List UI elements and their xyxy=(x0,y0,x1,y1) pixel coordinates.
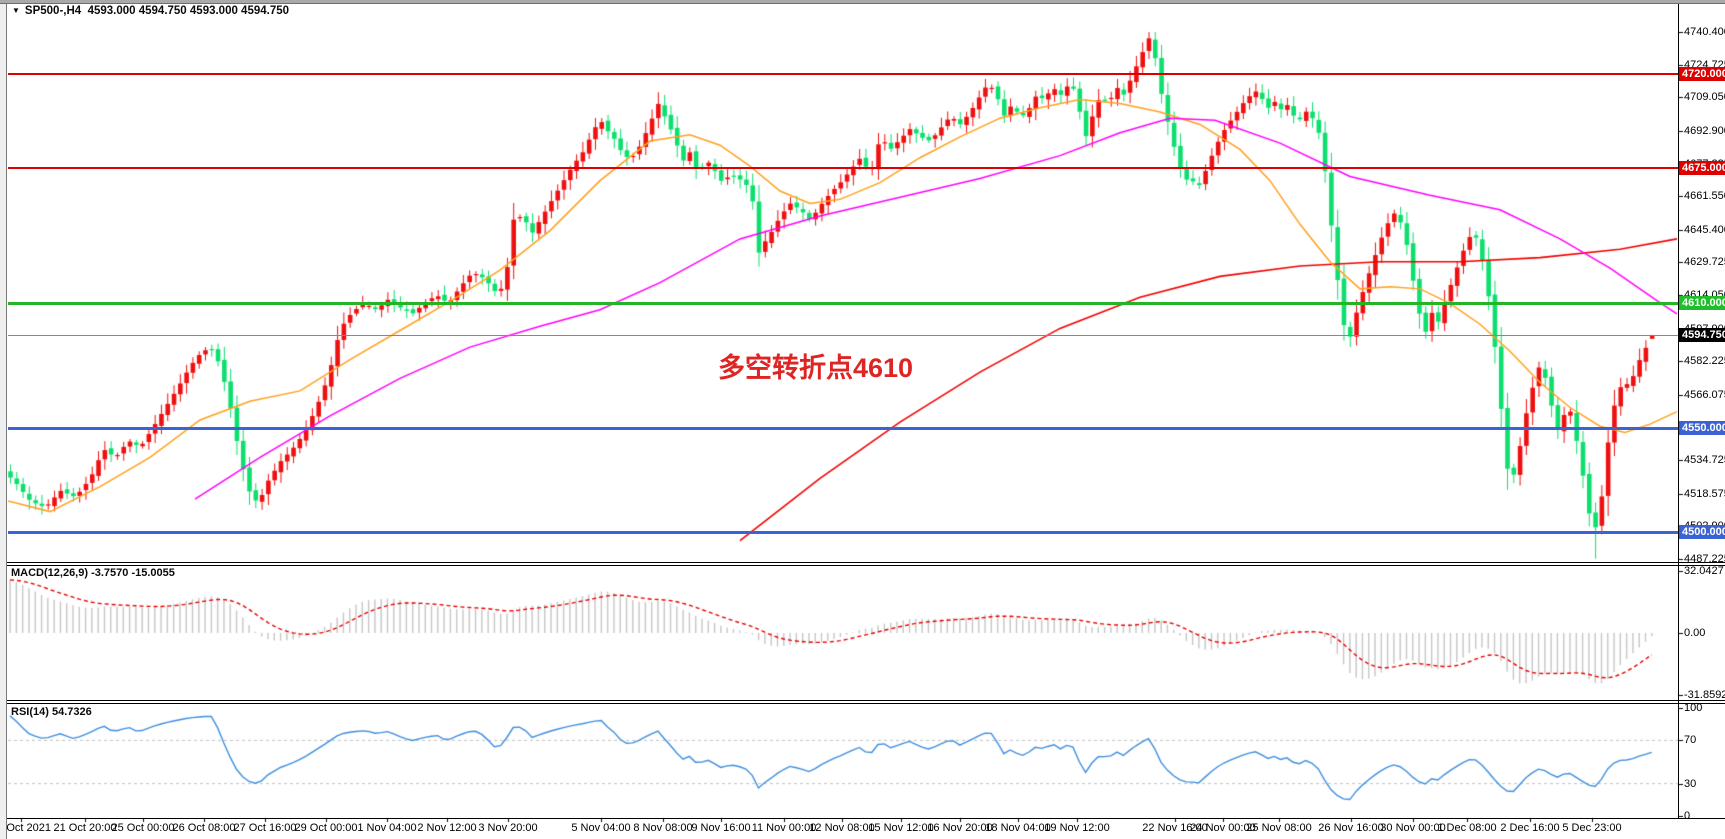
time-label: 8 Nov 08:00 xyxy=(633,822,693,834)
time-label: 15 Nov 12:00 xyxy=(868,822,934,834)
time-label: 2 Dec 16:00 xyxy=(1500,822,1560,834)
hline-current-price-line[interactable] xyxy=(8,334,1678,336)
macd-tick-label: 32.0427 xyxy=(1684,565,1724,577)
time-label: 16 Nov 20:00 xyxy=(927,822,993,834)
time-label: 12 Nov 08:00 xyxy=(809,822,875,834)
time-label: 24 Nov 00:00 xyxy=(1190,822,1256,834)
panel-separator-top2 xyxy=(0,565,1725,566)
time-label: 5 Nov 04:00 xyxy=(571,822,631,834)
time-label: 22 Nov 16:00 xyxy=(1142,822,1208,834)
time-label: 29 Oct 00:00 xyxy=(294,822,358,834)
panel-separator-top[interactable] xyxy=(0,562,1725,563)
price-badge-4720.000: 4720.000 xyxy=(1679,67,1725,82)
time-label: 26 Nov 16:00 xyxy=(1318,822,1384,834)
rsi-tick-label: 30 xyxy=(1684,777,1697,790)
time-label: 9 Nov 16:00 xyxy=(691,822,751,834)
macd-tick-label: -31.8592 xyxy=(1684,688,1725,701)
axis-border-line xyxy=(1678,4,1679,818)
time-label: 20 Oct 2021 xyxy=(0,822,51,834)
hline-resistance-4720[interactable] xyxy=(8,73,1678,76)
price-tick-label: 4692.900 xyxy=(1684,124,1725,137)
panel-separator-mid[interactable] xyxy=(0,700,1725,701)
price-badge-4500.000: 4500.000 xyxy=(1679,525,1725,540)
time-label: 1 Nov 04:00 xyxy=(357,822,417,834)
time-label: 1 Dec 08:00 xyxy=(1437,822,1497,834)
rsi-tick-label: 70 xyxy=(1684,734,1697,747)
chart-title: ▼ SP500-,H4 4593.000 4594.750 4593.000 45… xyxy=(12,5,289,17)
collapse-triangle-icon[interactable]: ▼ xyxy=(12,6,20,15)
price-badge-4675.000: 4675.000 xyxy=(1679,161,1725,176)
price-badge-4610.000: 4610.000 xyxy=(1679,296,1725,311)
price-tick-label: 4645.400 xyxy=(1684,223,1725,236)
rsi-indicator-label: RSI(14) 54.7326 xyxy=(11,706,92,718)
macd-indicator-label: MACD(12,26,9) -3.7570 -15.0055 xyxy=(11,567,175,579)
panel-separator-mid2 xyxy=(0,703,1725,704)
hline-pivot-4610[interactable] xyxy=(8,301,1678,305)
time-label: 27 Oct 16:00 xyxy=(233,822,297,834)
time-label: 25 Nov 08:00 xyxy=(1246,822,1312,834)
time-label: 19 Nov 12:00 xyxy=(1044,822,1110,834)
time-label: 11 Nov 00:00 xyxy=(751,822,817,834)
window-frame-left xyxy=(0,4,7,839)
time-label: 25 Oct 00:00 xyxy=(111,822,175,834)
price-tick-label: 4518.575 xyxy=(1684,487,1725,500)
price-badge-4594.750: 4594.750 xyxy=(1679,328,1725,343)
price-tick-label: 4582.225 xyxy=(1684,355,1725,368)
rsi-tick-label: 0 xyxy=(1684,810,1691,822)
price-tick-label: 4629.725 xyxy=(1684,256,1725,269)
time-label: 18 Nov 04:00 xyxy=(985,822,1051,834)
price-tick-label: 4487.225 xyxy=(1684,553,1725,565)
price-tick-label: 4709.050 xyxy=(1684,91,1725,104)
price-tick-label: 4740.400 xyxy=(1684,26,1725,38)
time-label: 30 Nov 00:00 xyxy=(1380,822,1446,834)
price-tick-label: 4661.550 xyxy=(1684,190,1725,203)
time-label: 2 Nov 12:00 xyxy=(417,822,477,834)
rsi-tick-label: 100 xyxy=(1684,702,1703,714)
time-label: 5 Dec 23:00 xyxy=(1562,822,1622,834)
macd-tick-label: 0.00 xyxy=(1684,627,1706,639)
symbol-label: SP500-,H4 xyxy=(24,5,82,17)
time-label: 3 Nov 20:00 xyxy=(478,822,538,834)
hline-resistance-4675[interactable] xyxy=(8,167,1678,170)
price-tick-label: 4566.075 xyxy=(1684,388,1725,401)
window-frame-top xyxy=(0,0,1725,4)
panel-separator-bottom xyxy=(0,818,1725,819)
ohlc-readout: 4593.000 4594.750 4593.000 4594.750 xyxy=(87,5,290,17)
price-tick-label: 4534.725 xyxy=(1684,454,1725,467)
hline-support-4550[interactable] xyxy=(8,426,1678,430)
time-label: 26 Oct 08:00 xyxy=(172,822,236,834)
time-label: 21 Oct 20:00 xyxy=(53,822,117,834)
hline-support-4500[interactable] xyxy=(8,530,1678,534)
chart-text-annotation[interactable]: 多空转折点4610 xyxy=(718,353,914,383)
price-badge-4550.000: 4550.000 xyxy=(1679,421,1725,436)
